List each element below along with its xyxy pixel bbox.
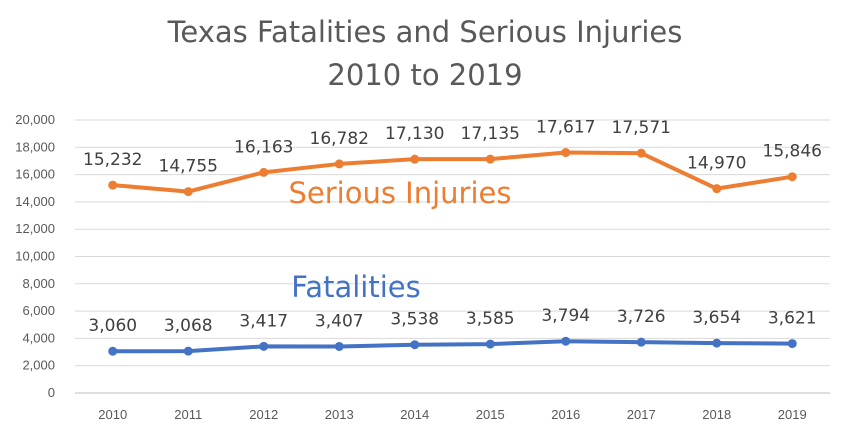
x-tick-label: 2014 <box>400 407 429 422</box>
axes: 0 2,000 4,000 6,000 8,000 10,000 12,000 14,000 1… <box>15 112 830 422</box>
data-label: 3,621 <box>768 309 817 329</box>
data-point <box>334 341 344 351</box>
data-point <box>334 159 344 169</box>
data-label: 3,585 <box>466 309 515 329</box>
y-tick-label: 6,000 <box>22 303 55 318</box>
data-point <box>485 339 495 349</box>
data-point <box>259 167 269 177</box>
data-label: 3,060 <box>88 316 137 336</box>
data-point <box>108 346 118 356</box>
x-tick-label: 2016 <box>551 407 580 422</box>
series-line-1 <box>110 339 795 354</box>
y-tick-label: 16,000 <box>15 167 55 182</box>
gridlines <box>75 119 830 367</box>
x-tick-label: 2013 <box>325 407 354 422</box>
data-label: 3,726 <box>617 307 666 327</box>
y-tick-label: 12,000 <box>15 221 55 236</box>
chart-title-line-2: 2010 to 2019 <box>327 58 522 92</box>
y-tick-label: 4,000 <box>22 330 55 345</box>
y-tick-label: 20,000 <box>15 112 55 127</box>
data-point <box>485 154 495 164</box>
series-layer <box>108 148 797 356</box>
x-tick-label: 2015 <box>476 407 505 422</box>
x-tick-label: 2018 <box>702 407 731 422</box>
y-tick-label: 0 <box>48 385 55 400</box>
data-label: 3,068 <box>164 316 213 336</box>
data-label: 14,970 <box>687 154 746 174</box>
data-point <box>636 148 646 158</box>
data-point <box>183 346 193 356</box>
y-tick-label: 2,000 <box>22 358 55 373</box>
data-point <box>636 337 646 347</box>
data-label: 14,755 <box>159 157 218 177</box>
data-point <box>259 341 269 351</box>
data-label: 3,538 <box>390 310 439 330</box>
data-labels: 15,232 14,755 16,163 16,782 17,130 17,135 17,6… <box>83 118 822 337</box>
x-tick-label: 2012 <box>249 407 278 422</box>
data-point <box>787 339 797 349</box>
data-label: 3,654 <box>692 308 741 328</box>
y-tick-label: 8,000 <box>22 276 55 291</box>
data-label: 17,130 <box>385 124 444 144</box>
data-point <box>561 336 571 346</box>
data-point <box>410 154 420 164</box>
data-point <box>712 338 722 348</box>
data-label: 3,407 <box>315 311 364 331</box>
data-point <box>561 148 571 158</box>
x-tick-label: 2017 <box>627 407 656 422</box>
series-label-serious-injuries: Serious Injuries <box>289 176 512 210</box>
data-point <box>108 180 118 190</box>
data-label: 17,617 <box>536 118 595 138</box>
y-tick-label: 18,000 <box>15 139 55 154</box>
data-point <box>410 340 420 350</box>
data-label: 16,163 <box>234 137 293 157</box>
data-point <box>787 172 797 182</box>
series-label-fatalities: Fatalities <box>291 270 420 304</box>
data-label: 17,135 <box>461 124 520 144</box>
data-label: 3,794 <box>541 306 590 326</box>
data-label: 15,846 <box>763 142 822 162</box>
data-point <box>712 184 722 194</box>
chart-title-line-1: Texas Fatalities and Serious Injuries <box>167 15 683 49</box>
x-tick-label: 2011 <box>174 407 202 422</box>
x-tick-label: 2010 <box>98 407 127 422</box>
data-label: 16,782 <box>310 129 369 149</box>
data-point <box>183 187 193 197</box>
data-label: 17,571 <box>612 118 671 138</box>
y-tick-label: 10,000 <box>15 249 55 264</box>
y-tick-label: 14,000 <box>15 194 55 209</box>
data-label: 15,232 <box>83 150 142 170</box>
x-tick-label: 2019 <box>778 407 807 422</box>
series-line-0 <box>110 150 795 194</box>
data-label: 3,417 <box>239 311 288 331</box>
